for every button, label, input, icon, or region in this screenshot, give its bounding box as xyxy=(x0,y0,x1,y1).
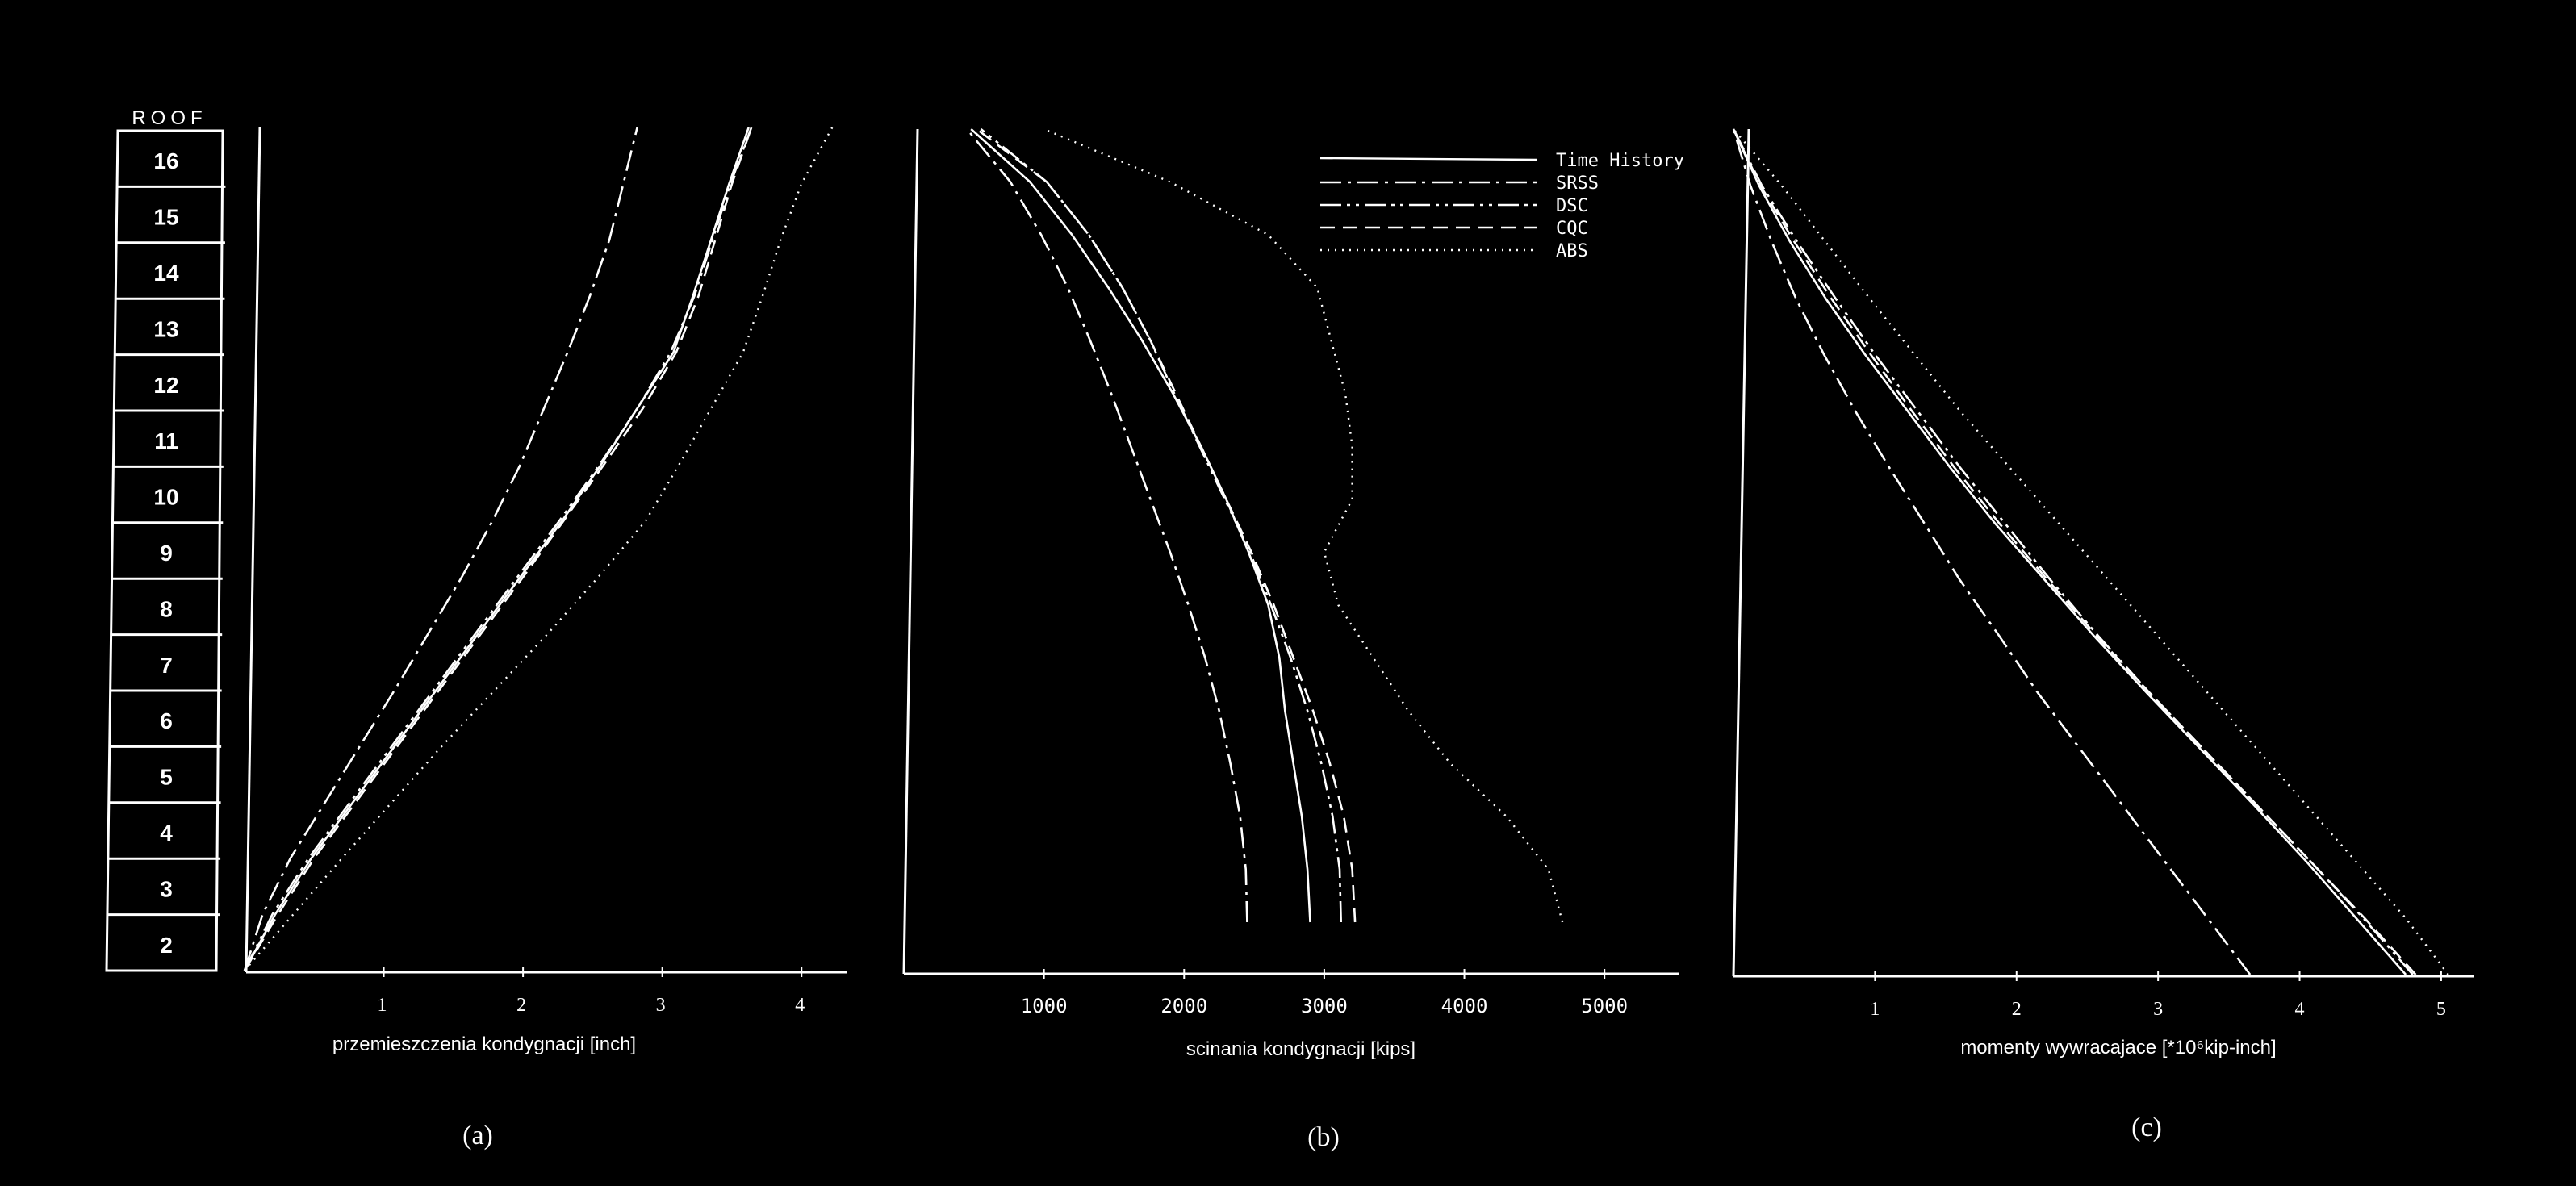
x-tick-label: 3000 xyxy=(1301,995,1348,1017)
storey-label-roof: ROOF xyxy=(132,107,207,129)
storey-label-3: 3 xyxy=(160,876,173,901)
x-tick-label: 4 xyxy=(2295,999,2305,1020)
panel-label: (b) xyxy=(1307,1122,1340,1152)
x-tick-label: 1000 xyxy=(1021,995,1068,1017)
storey-label-5: 5 xyxy=(160,765,173,790)
storey-label-7: 7 xyxy=(160,653,173,678)
y-axis xyxy=(902,128,919,975)
x-axis-title: przemieszczenia kondygnacji [inch] xyxy=(332,1034,636,1055)
series-line-abs xyxy=(1043,127,1564,923)
storey-label-6: 6 xyxy=(160,708,173,733)
series-line-cqc xyxy=(976,127,1357,923)
storey-label-12: 12 xyxy=(153,373,178,398)
storey-label-13: 13 xyxy=(153,316,178,341)
series-line-time-history xyxy=(1732,128,2407,975)
series-line-abs xyxy=(244,127,834,971)
x-tick-label: 5 xyxy=(2436,999,2446,1020)
storey-label-4: 4 xyxy=(160,821,173,846)
x-tick-label: 1 xyxy=(378,995,387,1016)
legend-line-time-history xyxy=(1319,157,1537,161)
legend-label-time-history: Time History xyxy=(1556,151,1684,171)
panel-label: (a) xyxy=(462,1121,493,1151)
x-axis-title: scinania kondygnacji [kips] xyxy=(1186,1038,1416,1060)
y-axis xyxy=(245,127,261,973)
panel-label: (c) xyxy=(2131,1113,2162,1142)
legend-label-dsc: DSC xyxy=(1556,196,1588,216)
x-tick-label: 2000 xyxy=(1160,995,1207,1017)
series-line-dsc xyxy=(980,127,1342,923)
legend-label-srss: SRSS xyxy=(1556,173,1599,194)
series-line-time-history xyxy=(970,128,1311,923)
x-tick-label: 4000 xyxy=(1441,995,1488,1017)
series-line-srss xyxy=(966,128,1248,923)
x-tick-label: 2 xyxy=(2012,999,2022,1020)
x-axis-title: momenty wywracajace [*10⁶kip-inch] xyxy=(1960,1037,2276,1059)
x-tick-label: 1 xyxy=(1870,999,1880,1020)
x-tick-label: 5000 xyxy=(1581,995,1628,1017)
storey-column: ROOF 16 15 14 13 12 11 10 9 8 7 6 5 4 3 2 xyxy=(105,107,226,972)
series-group xyxy=(1732,128,2449,975)
panel-a-story-displacement: 1 2 3 4 przemieszczenia kondygnacji [inch] (a… xyxy=(243,127,847,1151)
series-group xyxy=(966,127,1564,923)
series-line-cqc xyxy=(243,127,753,971)
series-line-abs xyxy=(1733,128,2449,975)
y-axis xyxy=(1732,128,1750,977)
panel-c-overturning-moment: 1 2 3 4 5 momenty wywracajace [*10⁶kip-inch] (… xyxy=(1732,128,2474,1142)
storey-label-8: 8 xyxy=(160,596,173,621)
x-tick-label: 4 xyxy=(795,995,805,1016)
series-group xyxy=(243,127,834,971)
storey-label-2: 2 xyxy=(160,933,173,958)
storey-label-14: 14 xyxy=(153,261,179,286)
storey-label-16: 16 xyxy=(153,148,178,173)
storey-label-10: 10 xyxy=(153,485,178,510)
x-tick-label: 3 xyxy=(2153,999,2163,1020)
storey-label-11: 11 xyxy=(154,428,178,453)
x-tick-label: 3 xyxy=(656,995,666,1016)
legend-label-cqc: CQC xyxy=(1556,219,1588,239)
series-line-srss xyxy=(243,127,638,971)
panel-b-story-shear: 1000 2000 3000 4000 5000 scinania kondygnacji… xyxy=(902,127,1679,1152)
legend-label-abs: ABS xyxy=(1556,241,1588,261)
series-line-time-history xyxy=(243,127,750,971)
storey-label-15: 15 xyxy=(153,205,178,230)
x-tick-label: 2 xyxy=(516,995,526,1016)
storey-label-9: 9 xyxy=(160,541,173,566)
series-line-srss xyxy=(1732,128,2252,975)
series-line-cqc xyxy=(1732,128,2417,975)
